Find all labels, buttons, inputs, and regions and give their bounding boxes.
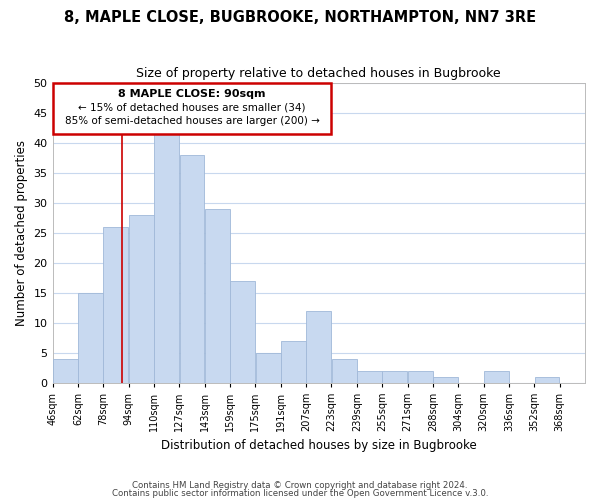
- FancyBboxPatch shape: [53, 83, 331, 134]
- Bar: [382, 370, 407, 382]
- Bar: [230, 281, 255, 382]
- Bar: [205, 209, 230, 382]
- Bar: [408, 370, 433, 382]
- Bar: [535, 376, 559, 382]
- Text: ← 15% of detached houses are smaller (34): ← 15% of detached houses are smaller (34…: [78, 102, 306, 112]
- Text: Contains public sector information licensed under the Open Government Licence v.: Contains public sector information licen…: [112, 488, 488, 498]
- Text: 85% of semi-detached houses are larger (200) →: 85% of semi-detached houses are larger (…: [65, 116, 319, 126]
- Bar: [179, 155, 205, 382]
- Bar: [256, 352, 281, 382]
- Bar: [484, 370, 509, 382]
- Title: Size of property relative to detached houses in Bugbrooke: Size of property relative to detached ho…: [136, 68, 501, 80]
- Bar: [357, 370, 382, 382]
- Text: 8, MAPLE CLOSE, BUGBROOKE, NORTHAMPTON, NN7 3RE: 8, MAPLE CLOSE, BUGBROOKE, NORTHAMPTON, …: [64, 10, 536, 25]
- Bar: [332, 358, 356, 382]
- Bar: [78, 293, 103, 382]
- Text: 8 MAPLE CLOSE: 90sqm: 8 MAPLE CLOSE: 90sqm: [118, 89, 266, 99]
- Bar: [154, 131, 179, 382]
- Bar: [433, 376, 458, 382]
- Bar: [129, 215, 154, 382]
- Bar: [307, 310, 331, 382]
- Y-axis label: Number of detached properties: Number of detached properties: [15, 140, 28, 326]
- Bar: [281, 340, 306, 382]
- Bar: [53, 358, 77, 382]
- X-axis label: Distribution of detached houses by size in Bugbrooke: Distribution of detached houses by size …: [161, 440, 476, 452]
- Bar: [103, 227, 128, 382]
- Text: Contains HM Land Registry data © Crown copyright and database right 2024.: Contains HM Land Registry data © Crown c…: [132, 481, 468, 490]
